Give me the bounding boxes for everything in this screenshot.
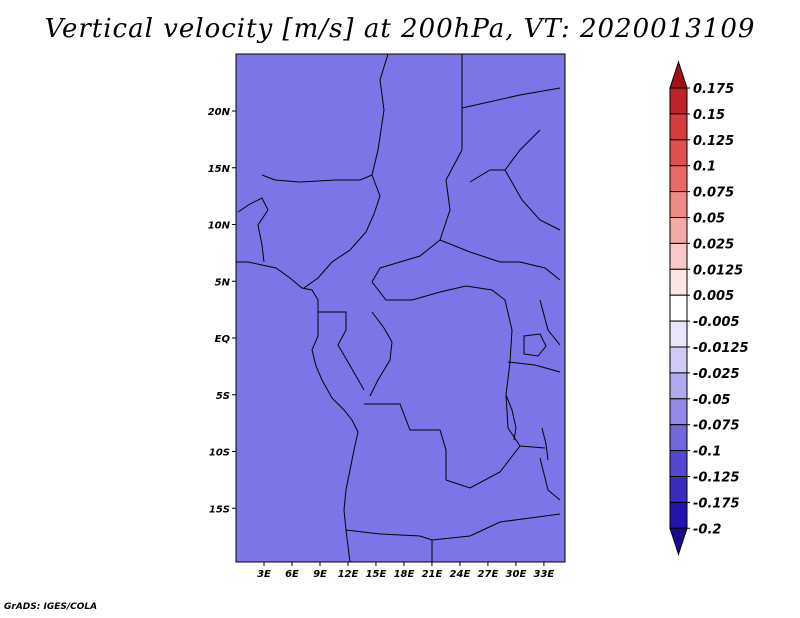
colorbar-label: 0.05 (693, 212, 725, 227)
lon-tick-label: 18E (394, 569, 415, 580)
colorbar-swatch (669, 217, 688, 244)
colorbar-swatch (669, 139, 688, 167)
lon-tick-label: 6E (285, 569, 299, 580)
colorbar-label: 0.025 (693, 237, 734, 252)
lat-tick-label: 15N (208, 164, 231, 175)
colorbar-swatch (669, 87, 688, 115)
lon-tick-label: 33E (534, 569, 555, 580)
colorbar-label: -0.005 (693, 315, 740, 330)
lat-tick-label: 10S (209, 448, 230, 459)
colorbar-swatch (669, 398, 688, 426)
congo-drc-river (369, 311, 393, 397)
libya-border (261, 54, 389, 183)
colorbar-swatch (669, 346, 688, 374)
latitude-axis: 20N 15N 10N 5N EQ 5S 10S 15S (208, 107, 236, 515)
velocity-field (236, 54, 565, 562)
lon-tick-label: 12E (338, 569, 359, 580)
coastline (236, 261, 359, 562)
colorbar-label: -0.1 (693, 445, 721, 460)
colorbar-swatch (669, 60, 688, 89)
lat-tick-label: EQ (215, 334, 231, 345)
map-panel: 20N 15N 10N 5N EQ 5S 10S 15S 3E 6E 9E 12E 15E 18E 21E… (208, 53, 566, 580)
lon-tick-label: 27E (478, 569, 499, 580)
colorbar-label: -0.175 (693, 496, 740, 511)
colorbar-swatch (669, 320, 688, 348)
zambia-border (445, 445, 546, 489)
lon-tick-label: 9E (313, 569, 327, 580)
longitude-axis: 3E 6E 9E 12E 15E 18E 21E 24E 27E 30E 33E (257, 562, 554, 580)
lat-tick-label: 5S (216, 391, 230, 402)
colorbar-label: -0.2 (693, 522, 721, 537)
chad-east-border (371, 149, 463, 283)
drc-east-border (504, 299, 521, 447)
colorbar-label: 0.175 (693, 82, 734, 97)
lon-tick-label: 3E (257, 569, 271, 580)
lon-tick-label: 24E (450, 569, 471, 580)
colorbar-label: -0.125 (693, 471, 740, 486)
lat-tick-label: 5N (215, 277, 231, 288)
colorbar-label: 0.125 (693, 134, 734, 149)
lat-tick-label: 10N (208, 221, 231, 232)
colorbar-swatch (669, 294, 688, 322)
colorbar-label: -0.075 (693, 419, 740, 434)
map-title: Vertical velocity [m/s] at 200hPa, VT: 2… (44, 14, 756, 44)
lon-tick-label: 30E (506, 569, 527, 580)
colorbar-swatch (669, 165, 688, 193)
colorbar-label: -0.025 (693, 367, 740, 382)
gabon-congo-border (318, 311, 365, 391)
lat-tick-label: 15S (209, 504, 230, 515)
south-sudan-border (439, 239, 561, 281)
country-boundaries (236, 54, 561, 562)
map-frame (235, 53, 566, 563)
lake-victoria (523, 333, 547, 357)
colorbar-swatch (669, 113, 688, 141)
colorbar-label: -0.05 (693, 393, 730, 408)
grads-credit: GrADS: IGES/COLA (4, 602, 98, 612)
sudan-eritrea-border (469, 129, 541, 183)
car-border (371, 281, 506, 301)
lon-tick-label: 15E (366, 569, 387, 580)
colorbar-swatch (669, 268, 688, 296)
ethiopia-border (504, 169, 561, 231)
colorbar-swatch (669, 527, 688, 556)
lake-tanganyika (505, 394, 517, 441)
mozambique-border (539, 457, 561, 501)
angola-namibia-border (345, 513, 561, 541)
colorbar-label: 0.005 (693, 289, 734, 304)
chad-west-border (303, 174, 381, 289)
colorbar-swatch (669, 450, 688, 478)
colorbar-label: -0.0125 (693, 341, 749, 356)
colorbar-label: 0.1 (693, 160, 716, 175)
colorbar-label: 0.0125 (693, 263, 743, 278)
colorbar-swatch (669, 501, 688, 529)
colorbar-label: 0.15 (693, 108, 725, 123)
lon-tick-label: 21E (422, 569, 443, 580)
colorbar-swatch (669, 424, 688, 452)
tanzania-border (507, 361, 561, 373)
uganda-kenya-border (539, 299, 561, 346)
colorbar-swatch (669, 476, 688, 503)
sudan-north-border (461, 87, 561, 109)
lat-tick-label: 20N (208, 107, 231, 118)
colorbar: 0.175 0.15 0.125 0.1 0.075 0.05 0.025 0.0125 0.0… (669, 60, 749, 556)
colorbar-swatch (669, 242, 688, 270)
colorbar-swatch (669, 191, 688, 219)
colorbar-label: 0.075 (693, 186, 734, 201)
lake-malawi (541, 427, 549, 461)
nigeria-border (237, 197, 269, 263)
angola-drc-border (364, 403, 447, 480)
colorbar-swatch (669, 372, 688, 400)
